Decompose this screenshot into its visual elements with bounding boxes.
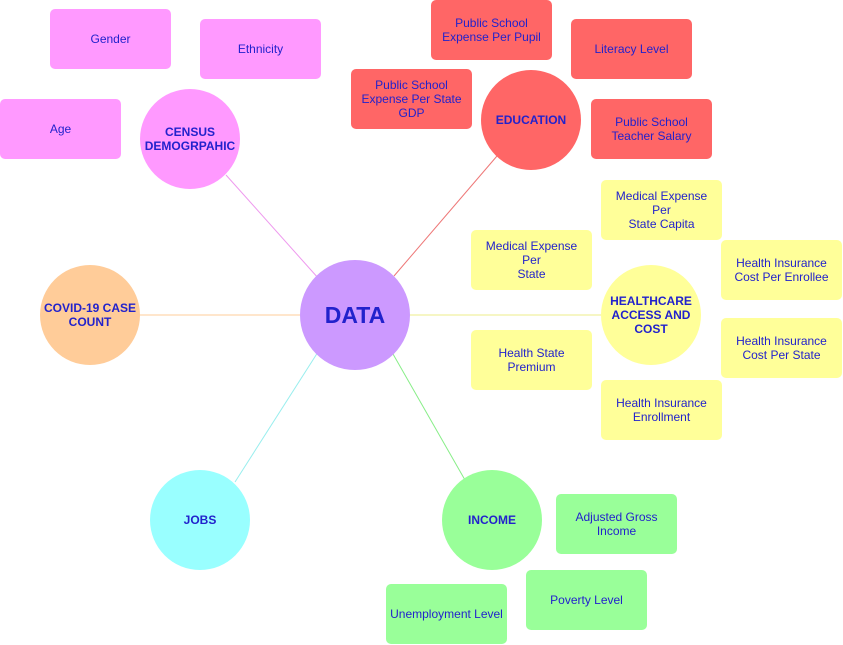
- leaf-health-state-premium[interactable]: Health State Premium: [471, 330, 592, 390]
- hub-education[interactable]: EDUCATION: [481, 70, 581, 170]
- leaf-expense-per-pupil[interactable]: Public School Expense Per Pupil: [431, 0, 552, 60]
- leaf-teacher-salary[interactable]: Public School Teacher Salary: [591, 99, 712, 159]
- hub-jobs[interactable]: JOBS: [150, 470, 250, 570]
- leaf-medical-expense-per-capita[interactable]: Medical Expense Per State Capita: [601, 180, 722, 240]
- leaf-insurance-cost-per-state[interactable]: Health Insurance Cost Per State: [721, 318, 842, 378]
- hub-income[interactable]: INCOME: [442, 470, 542, 570]
- edge-census: [225, 174, 320, 280]
- leaf-gender[interactable]: Gender: [50, 9, 171, 69]
- leaf-poverty-level[interactable]: Poverty Level: [526, 570, 647, 630]
- hub-census-demographic[interactable]: CENSUS DEMOGRPAHIC: [140, 89, 240, 189]
- leaf-ethnicity[interactable]: Ethnicity: [200, 19, 321, 79]
- leaf-expense-per-state-gdp[interactable]: Public School Expense Per State GDP: [351, 69, 472, 129]
- leaf-adjusted-gross-income[interactable]: Adjusted Gross Income: [556, 494, 677, 554]
- leaf-insurance-enrollment[interactable]: Health Insurance Enrollment: [601, 380, 722, 440]
- leaf-literacy-level[interactable]: Literacy Level: [571, 19, 692, 79]
- edge-jobs: [234, 351, 319, 483]
- leaf-insurance-cost-per-enrollee[interactable]: Health Insurance Cost Per Enrollee: [721, 240, 842, 300]
- hub-healthcare[interactable]: HEALTHCARE ACCESS AND COST: [601, 265, 701, 365]
- edge-income: [392, 353, 466, 481]
- leaf-unemployment-level[interactable]: Unemployment Level: [386, 584, 507, 644]
- leaf-age[interactable]: Age: [0, 99, 121, 159]
- hub-covid[interactable]: COVID-19 CASE COUNT: [40, 265, 140, 365]
- center-node[interactable]: DATA: [300, 260, 410, 370]
- leaf-medical-expense-per-state[interactable]: Medical Expense Per State: [471, 230, 592, 290]
- edge-education: [393, 155, 498, 277]
